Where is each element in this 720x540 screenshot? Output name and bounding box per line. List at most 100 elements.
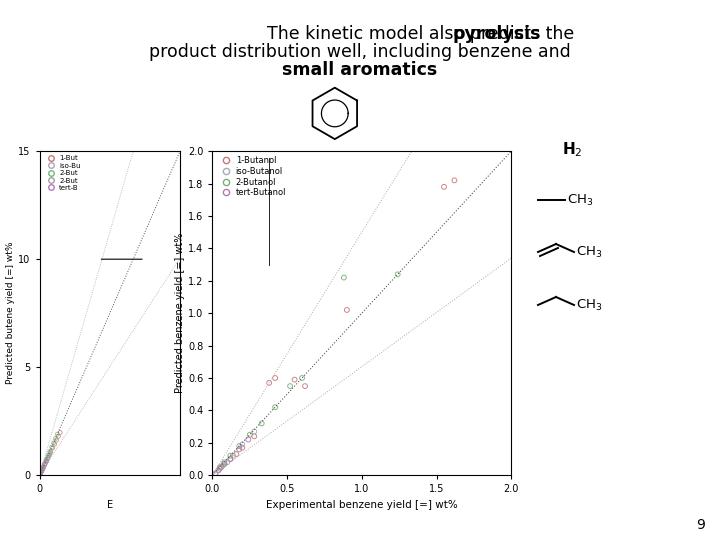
Text: product distribution well, including benzene and: product distribution well, including ben…	[149, 43, 571, 61]
1-Butanol	[438, 183, 450, 191]
Text: CH$_3$: CH$_3$	[576, 298, 603, 313]
tert-B	[39, 460, 50, 469]
Text: CH$_3$: CH$_3$	[567, 192, 593, 207]
tert-B	[35, 470, 46, 478]
1-But	[38, 462, 50, 471]
iso-Butanol	[248, 427, 260, 436]
iso-Butanol	[217, 461, 229, 470]
1-Butanol	[215, 463, 227, 471]
2-Butanol	[269, 403, 281, 411]
tert-Butanol	[214, 464, 225, 473]
2-But	[46, 443, 58, 451]
1-Butanol	[300, 382, 311, 390]
Text: pyrolysis: pyrolysis	[453, 25, 541, 43]
iso-Bu	[42, 454, 54, 462]
2-Butanol	[244, 430, 256, 439]
tert-Butanol	[210, 469, 221, 478]
X-axis label: Experimental benzene yield [=] wt%: Experimental benzene yield [=] wt%	[266, 500, 458, 510]
iso-Butanol	[212, 466, 224, 475]
2-Butanol	[219, 458, 230, 467]
1-But	[35, 469, 47, 477]
iso-Bu	[39, 460, 50, 469]
2-But	[44, 449, 55, 458]
1-But	[49, 440, 60, 448]
iso-Bu	[35, 468, 47, 476]
1-Butanol	[225, 455, 236, 463]
2-But	[39, 460, 50, 469]
1-Butanol	[269, 374, 281, 382]
1-But	[40, 457, 52, 466]
1-But	[42, 455, 53, 463]
iso-Butanol	[236, 440, 248, 449]
2-But	[35, 468, 47, 476]
2-But	[42, 454, 53, 462]
Y-axis label: Predicted benzene yield [=] wt%: Predicted benzene yield [=] wt%	[175, 233, 185, 393]
2-But	[40, 455, 52, 464]
Text: 9: 9	[696, 518, 705, 532]
1-Butanol	[236, 443, 248, 452]
tert-Butanol	[243, 435, 254, 444]
1-Butanol	[248, 432, 260, 441]
Text: H$_2$: H$_2$	[562, 140, 582, 159]
Text: CH$_3$: CH$_3$	[576, 245, 603, 260]
1-But	[37, 464, 49, 473]
tert-B	[35, 469, 46, 477]
tert-B	[37, 463, 49, 472]
2-Butanol	[338, 273, 350, 282]
1-But	[35, 469, 46, 478]
1-But	[40, 460, 51, 468]
2-But	[35, 469, 46, 477]
iso-Butanol	[222, 458, 233, 467]
1-But	[55, 428, 66, 437]
2-But	[35, 470, 46, 478]
2-Butanol	[214, 463, 225, 471]
1-But	[47, 444, 58, 453]
tert-B	[35, 468, 47, 476]
1-Butanol	[230, 450, 242, 458]
2-But	[44, 447, 55, 456]
2-But	[37, 465, 48, 474]
iso-Butanol	[228, 451, 239, 460]
tert-B	[37, 465, 48, 474]
Text: The kinetic model also predicts the: The kinetic model also predicts the	[267, 25, 580, 43]
tert-Butanol	[219, 460, 230, 468]
2-But	[35, 467, 47, 476]
iso-Bu	[35, 469, 46, 477]
Legend: 1-Butanol, iso-Butanol, 2-Butanol, tert-Butanol: 1-Butanol, iso-Butanol, 2-Butanol, tert-…	[217, 156, 287, 198]
Text: small aromatics: small aromatics	[282, 61, 438, 79]
tert-Butanol	[233, 445, 245, 454]
iso-Bu	[35, 470, 46, 478]
iso-Bu	[37, 463, 49, 472]
tert-B	[40, 457, 52, 465]
2-But	[52, 430, 63, 438]
2-But	[42, 451, 54, 460]
Legend: 1-But, iso-Bu, 2-But, 2-But, tert-B: 1-But, iso-Bu, 2-But, 2-But, tert-B	[43, 154, 81, 192]
X-axis label: E: E	[107, 500, 113, 510]
1-But	[35, 470, 46, 478]
2-Butanol	[297, 374, 308, 382]
iso-Butanol	[210, 469, 221, 478]
1-But	[43, 451, 55, 460]
2-But	[35, 469, 46, 478]
2-But	[39, 459, 50, 468]
1-Butanol	[219, 460, 230, 468]
1-Butanol	[341, 306, 353, 314]
iso-Bu	[37, 465, 48, 474]
1-Butanol	[264, 379, 275, 387]
iso-Bu	[44, 449, 55, 458]
2-But	[40, 457, 52, 465]
1-But	[53, 432, 64, 441]
2-But	[50, 434, 61, 443]
2-But	[48, 438, 59, 447]
Y-axis label: Predicted butene yield [=] wt%: Predicted butene yield [=] wt%	[6, 242, 15, 384]
2-Butanol	[392, 270, 403, 279]
1-But	[35, 468, 47, 476]
tert-Butanol	[225, 455, 236, 463]
1-But	[36, 466, 48, 475]
1-But	[50, 436, 62, 444]
1-Butanol	[449, 176, 460, 185]
2-But	[37, 462, 49, 471]
2-But	[36, 466, 48, 475]
1-Butanol	[212, 466, 224, 475]
2-Butanol	[284, 382, 296, 390]
